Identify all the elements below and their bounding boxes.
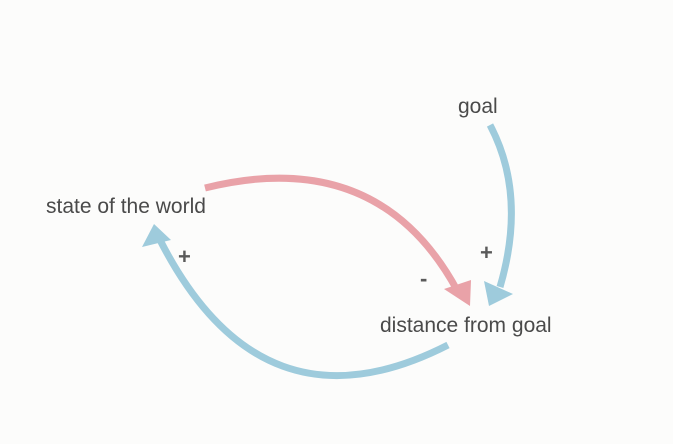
link-distance-to-state-arrowhead [142, 224, 171, 247]
node-state-of-the-world: state of the world [46, 195, 206, 218]
link-state-to-distance-polarity: - [420, 266, 427, 291]
link-goal-to-distance-curve [486, 123, 515, 288]
link-distance-to-state-polarity: + [178, 244, 191, 269]
link-goal-to-distance-polarity: + [480, 240, 493, 265]
node-distance-from-goal: distance from goal [380, 314, 552, 337]
link-goal-to-distance-arrowhead [484, 281, 513, 306]
link-state-to-distance: - [204, 174, 471, 306]
link-state-to-distance-curve [204, 174, 461, 292]
link-goal-to-distance: + [480, 123, 515, 306]
link-state-to-distance-arrowhead [444, 280, 471, 306]
node-goal: goal [458, 95, 498, 118]
link-distance-to-state-curve [156, 238, 450, 379]
link-distance-to-state: + [142, 224, 450, 379]
